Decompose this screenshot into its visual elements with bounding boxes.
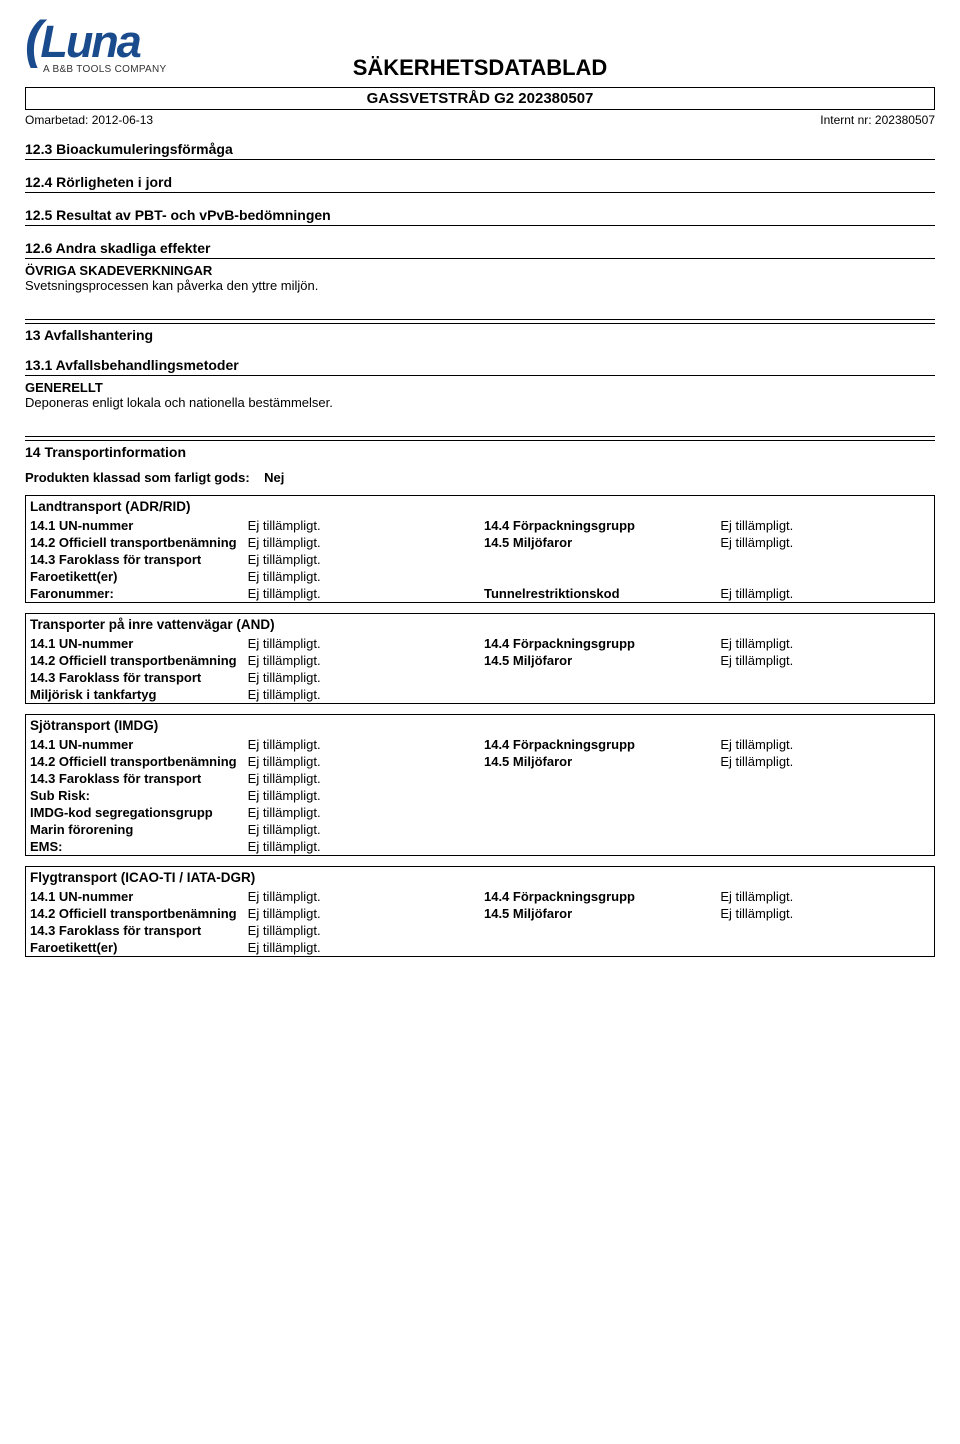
value: Ej tillämpligt. (716, 534, 934, 551)
mode-title-imdg: Sjötransport (IMDG) (26, 714, 935, 736)
label-pack: 14.4 Förpackningsgrupp (480, 736, 716, 753)
value: Ej tillämpligt. (244, 551, 480, 568)
value: Ej tillämpligt. (716, 736, 934, 753)
value: Ej tillämpligt. (244, 922, 480, 939)
label-tunnel: Tunnelrestriktionskod (480, 585, 716, 603)
section-12-6-text: Svetsningsprocessen kan påverka den yttr… (25, 278, 935, 293)
value: Ej tillämpligt. (244, 753, 480, 770)
label-imdg-seg: IMDG-kod segregationsgrupp (26, 804, 244, 821)
label-faroetikett: Faroetikett(er) (26, 939, 244, 957)
transport-table-air: Flygtransport (ICAO-TI / IATA-DGR) 14.1 … (25, 866, 935, 957)
value: Ej tillämpligt. (716, 652, 934, 669)
section-13-1-sub: GENERELLT (25, 380, 935, 395)
value: Ej tillämpligt. (244, 635, 480, 652)
value: Ej tillämpligt. (244, 821, 480, 838)
section-13: 13 Avfallshantering (25, 327, 935, 343)
label-name: 14.2 Officiell transportbenämning (26, 905, 244, 922)
value: Ej tillämpligt. (716, 517, 934, 534)
label-un: 14.1 UN-nummer (26, 888, 244, 905)
transport-table-and: Transporter på inre vattenvägar (AND) 14… (25, 613, 935, 704)
value: Ej tillämpligt. (716, 635, 934, 652)
transport-table-adr: Landtransport (ADR/RID) 14.1 UN-nummer E… (25, 495, 935, 603)
logo-tagline: A B&B TOOLS COMPANY (43, 64, 167, 75)
value: Ej tillämpligt. (244, 669, 480, 686)
label-class: 14.3 Faroklass för transport (26, 770, 244, 787)
label-class: 14.3 Faroklass för transport (26, 922, 244, 939)
label-marine: Marin förorening (26, 821, 244, 838)
value: Ej tillämpligt. (244, 905, 480, 922)
label-class: 14.3 Faroklass för transport (26, 551, 244, 568)
label-un: 14.1 UN-nummer (26, 635, 244, 652)
section-13-1-text: Deponeras enligt lokala och nationella b… (25, 395, 935, 410)
value: Ej tillämpligt. (716, 888, 934, 905)
label-name: 14.2 Officiell transportbenämning (26, 534, 244, 551)
label-env: 14.5 Miljöfaror (480, 753, 716, 770)
revised-date: Omarbetad: 2012-06-13 (25, 113, 153, 127)
logo-wordmark: (Luna (25, 20, 167, 62)
value: Ej tillämpligt. (244, 568, 480, 585)
value: Ej tillämpligt. (244, 534, 480, 551)
mode-title-and: Transporter på inre vattenvägar (AND) (26, 613, 935, 635)
label-un: 14.1 UN-nummer (26, 517, 244, 534)
label-env: 14.5 Miljöfaror (480, 652, 716, 669)
label-faroetikett: Faroetikett(er) (26, 568, 244, 585)
value: Ej tillämpligt. (244, 686, 480, 704)
label-pack: 14.4 Förpackningsgrupp (480, 635, 716, 652)
value: Ej tillämpligt. (244, 888, 480, 905)
transport-table-imdg: Sjötransport (IMDG) 14.1 UN-nummer Ej ti… (25, 714, 935, 856)
section-12-3: 12.3 Bioackumuleringsförmåga (25, 141, 935, 160)
value: Ej tillämpligt. (244, 939, 480, 957)
value: Ej tillämpligt. (716, 585, 934, 603)
label-tank: Miljörisk i tankfartyg (26, 686, 244, 704)
internal-number: Internt nr: 202380507 (820, 113, 935, 127)
label-faronummer: Faronummer: (26, 585, 244, 603)
value: Ej tillämpligt. (244, 838, 480, 856)
company-logo: (Luna A B&B TOOLS COMPANY (25, 20, 167, 75)
value: Ej tillämpligt. (244, 804, 480, 821)
value: Ej tillämpligt. (716, 905, 934, 922)
dangerous-goods-classification: Produkten klassad som farligt gods: Nej (25, 470, 935, 485)
value: Ej tillämpligt. (716, 753, 934, 770)
label-pack: 14.4 Förpackningsgrupp (480, 888, 716, 905)
value: Ej tillämpligt. (244, 736, 480, 753)
divider (25, 436, 935, 441)
product-box: GASSVETSTRÅD G2 202380507 (25, 87, 935, 110)
section-12-6: 12.6 Andra skadliga effekter (25, 240, 935, 259)
section-12-5: 12.5 Resultat av PBT- och vPvB-bedömning… (25, 207, 935, 226)
divider (25, 319, 935, 324)
label-ems: EMS: (26, 838, 244, 856)
label-name: 14.2 Officiell transportbenämning (26, 753, 244, 770)
section-14: 14 Transportinformation (25, 444, 935, 460)
label-env: 14.5 Miljöfaror (480, 534, 716, 551)
mode-title-air: Flygtransport (ICAO-TI / IATA-DGR) (26, 866, 935, 888)
label-env: 14.5 Miljöfaror (480, 905, 716, 922)
label-class: 14.3 Faroklass för transport (26, 669, 244, 686)
value: Ej tillämpligt. (244, 517, 480, 534)
section-12-6-sub: ÖVRIGA SKADEVERKNINGAR (25, 263, 935, 278)
value: Ej tillämpligt. (244, 787, 480, 804)
label-subrisk: Sub Risk: (26, 787, 244, 804)
value: Ej tillämpligt. (244, 652, 480, 669)
value: Ej tillämpligt. (244, 585, 480, 603)
section-12-4: 12.4 Rörligheten i jord (25, 174, 935, 193)
label-name: 14.2 Officiell transportbenämning (26, 652, 244, 669)
mode-title-adr: Landtransport (ADR/RID) (26, 495, 935, 517)
label-pack: 14.4 Förpackningsgrupp (480, 517, 716, 534)
label-un: 14.1 UN-nummer (26, 736, 244, 753)
value: Ej tillämpligt. (244, 770, 480, 787)
section-13-1: 13.1 Avfallsbehandlingsmetoder (25, 357, 935, 376)
